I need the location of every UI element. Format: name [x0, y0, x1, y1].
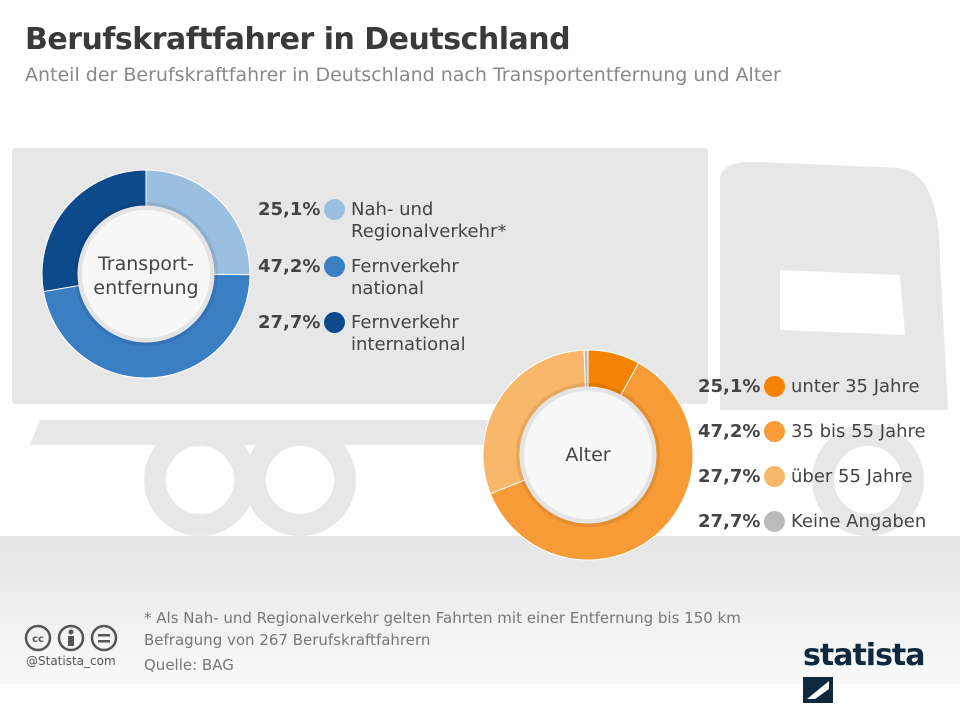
legend-label: Fernverkehr international [351, 312, 466, 356]
cc-icon [24, 624, 52, 652]
legend-item: 25,1% Nah- und Regionalverkehr* [258, 199, 506, 243]
legend-value: 47,2% [258, 256, 321, 277]
center-line: Transport- [97, 253, 194, 275]
legend-label: 35 bis 55 Jahre [791, 421, 926, 443]
legend-label-text: 35 bis 55 Jahre [791, 421, 926, 442]
center-line: entfernung [93, 277, 199, 299]
legend-swatch [764, 511, 785, 532]
legend-item: 47,2% Fernverkehr national [258, 256, 459, 300]
legend-item: 47,2% 35 bis 55 Jahre [698, 421, 926, 443]
legend-label-line: international [351, 334, 466, 355]
legend-label: Nah- und Regionalverkehr* [351, 199, 506, 243]
legend-label-text: Keine Angaben [791, 511, 927, 532]
legend-value: 27,7% [698, 466, 761, 487]
legend-label: über 55 Jahre [791, 466, 912, 488]
svg-text:cc: cc [32, 634, 44, 645]
legend-label-line: national [351, 278, 424, 299]
legend-label-line: Fernverkehr [351, 256, 459, 277]
survey-note: Befragung von 267 Berufskraftfahrern [144, 631, 431, 649]
legend-label: unter 35 Jahre [791, 376, 920, 398]
statista-logo[interactable]: statista [803, 638, 960, 708]
legend-label-text: unter 35 Jahre [791, 376, 920, 397]
logo-text: statista [803, 638, 926, 673]
footer-notes: * Als Nah- und Regionalverkehr gelten Fa… [144, 607, 741, 676]
legend-swatch [764, 376, 785, 397]
legend-label-text: über 55 Jahre [791, 466, 913, 487]
center-line: Alter [565, 444, 611, 466]
cc-license-icons[interactable]: cc [24, 624, 120, 652]
legend-label-line: Regionalverkehr* [351, 221, 507, 242]
legend-item: 27,7% Fernverkehr international [258, 312, 466, 356]
legend-value: 27,7% [258, 312, 321, 333]
legend-value: 25,1% [698, 376, 761, 397]
donut-hole [516, 383, 660, 527]
legend-swatch [764, 466, 785, 487]
source: Quelle: BAG [144, 656, 234, 674]
by-icon [57, 624, 85, 652]
legend-value: 27,7% [698, 511, 761, 532]
legend-value: 25,1% [258, 199, 321, 220]
statista-handle[interactable]: @Statista_com [26, 654, 116, 668]
legend-item: 25,1% unter 35 Jahre [698, 376, 920, 398]
page-title: Berufskraftfahrer in Deutschland [25, 22, 571, 57]
legend-label-line: Fernverkehr [351, 312, 459, 333]
statista-logo-icon [803, 677, 833, 703]
legend-value: 47,2% [698, 421, 761, 442]
legend-swatch [764, 421, 785, 442]
page-subtitle: Anteil der Berufskraftfahrer in Deutschl… [25, 64, 781, 86]
legend-label: Keine Angaben [791, 511, 926, 533]
alter-center-label: Alter [528, 443, 648, 467]
legend-swatch [324, 312, 345, 333]
transport-donut [41, 169, 694, 561]
transport-center-label: Transport- entfernung [76, 252, 216, 300]
legend-item: 27,7% über 55 Jahre [698, 466, 912, 488]
legend-label: Fernverkehr national [351, 256, 459, 300]
legend-item: 27,7% Keine Angaben [698, 511, 926, 533]
donut-hole [74, 202, 218, 346]
legend-swatch [324, 256, 345, 277]
legend-swatch [324, 199, 345, 220]
nd-icon [90, 624, 118, 652]
footnote: * Als Nah- und Regionalverkehr gelten Fa… [144, 609, 741, 627]
legend-label-line: Nah- und [351, 199, 434, 220]
